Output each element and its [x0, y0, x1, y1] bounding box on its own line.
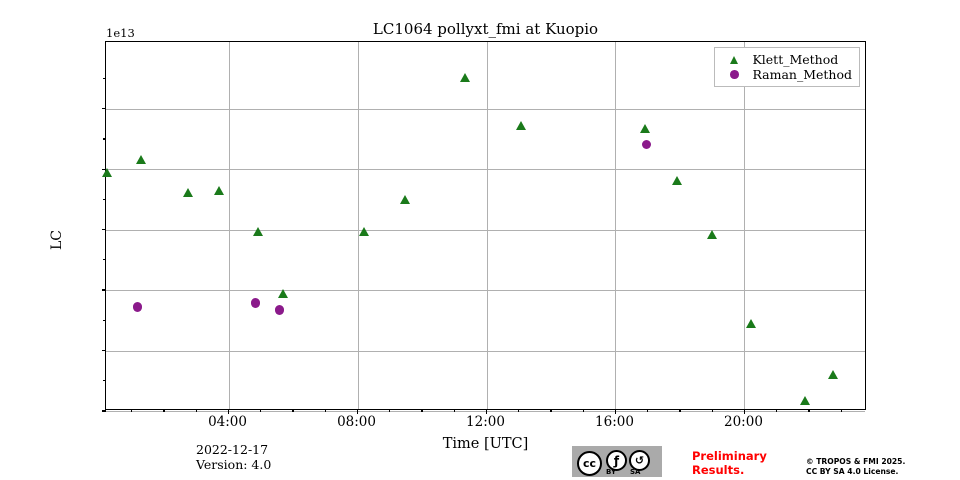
x-tick-minor: [292, 409, 294, 412]
data-point-klett: [516, 120, 527, 130]
x-tick-label: 08:00: [337, 414, 376, 430]
data-point-klett: [799, 395, 810, 405]
y-tick-major: [101, 108, 106, 110]
data-point-klett: [639, 124, 650, 134]
legend-label-raman: Raman_Method: [752, 67, 852, 82]
x-tick-label: 16:00: [595, 414, 634, 430]
gridline-horizontal: [106, 169, 865, 171]
data-point-klett: [136, 154, 147, 164]
x-tick-minor: [647, 409, 649, 412]
date-version-annotation: 2022-12-17 Version: 4.0: [196, 442, 271, 472]
data-point-raman: [274, 305, 285, 315]
x-tick-minor: [518, 409, 520, 412]
chart-title: LC1064 pollyxt_fmi at Kuopio: [372, 20, 599, 38]
x-tick-minor: [195, 409, 197, 412]
y-tick-major: [101, 228, 106, 231]
data-point-raman: [642, 139, 652, 150]
legend: Klett_Method Raman_Method: [714, 47, 860, 87]
data-point-raman: [132, 302, 142, 312]
y-axis-exponent-label: 1e13: [106, 26, 135, 40]
copyright-line-2: CC BY SA 4.0 License.: [806, 467, 899, 476]
x-tick-minor: [776, 409, 778, 412]
copyright-line-1: © TROPOS & FMI 2025.: [806, 457, 906, 466]
x-tick-minor: [808, 409, 810, 412]
x-tick-minor: [453, 409, 455, 412]
data-point-klett: [278, 288, 289, 298]
data-point-klett: [459, 72, 470, 82]
gridline-vertical: [486, 42, 488, 409]
data-point-raman: [250, 298, 260, 308]
legend-entry-raman: Raman_Method: [721, 67, 852, 82]
data-point-klett: [358, 227, 369, 237]
version-text: Version: 4.0: [196, 457, 272, 472]
y-tick-minor: [103, 259, 106, 261]
x-tick-label: 04:00: [208, 414, 247, 430]
preliminary-line-2: Results.: [692, 463, 745, 477]
x-tick-minor: [324, 409, 326, 412]
y-tick-major: [101, 410, 106, 412]
cc-by-label: BY: [606, 468, 617, 476]
y-tick-minor: [103, 319, 106, 321]
x-tick-major: [485, 409, 488, 414]
x-tick-label: 12:00: [466, 414, 505, 430]
data-point-klett: [213, 186, 224, 196]
preliminary-line-1: Preliminary: [692, 449, 767, 463]
legend-entry-klett: Klett_Method: [721, 52, 852, 67]
data-point-klett: [253, 227, 263, 237]
gridline-vertical: [228, 42, 230, 409]
cc-by-person-icon: ƒ: [606, 450, 627, 471]
x-tick-major: [614, 409, 617, 414]
gridline-horizontal: [106, 290, 865, 292]
x-tick-minor: [163, 409, 165, 412]
x-tick-minor: [260, 409, 262, 412]
copyright-notice: © TROPOS & FMI 2025. CC BY SA 4.0 Licens…: [806, 457, 905, 477]
plot-area: Klett_Method Raman_Method: [101, 41, 866, 414]
y-tick-minor: [103, 138, 106, 140]
y-tick-major: [101, 289, 106, 291]
y-tick-minor: [103, 198, 106, 201]
y-axis-label: LC: [49, 229, 65, 251]
cc-license-logo: cc ƒ ↺ BY SA: [572, 446, 662, 477]
measurement-date: 2022-12-17: [196, 442, 269, 457]
x-tick-minor: [131, 409, 133, 412]
klett-triangle-icon: [721, 55, 747, 64]
raman-circle-icon: [721, 70, 747, 79]
gridline-horizontal: [106, 411, 865, 412]
cc-sa-label: SA: [630, 468, 641, 476]
gridline-vertical: [744, 42, 746, 409]
data-point-klett: [827, 369, 838, 379]
x-tick-minor: [840, 409, 842, 412]
preliminary-results-notice: Preliminary Results.: [692, 449, 767, 477]
x-tick-minor: [550, 409, 552, 412]
x-tick-minor: [582, 409, 584, 412]
data-point-klett: [399, 195, 410, 205]
data-point-klett: [707, 229, 718, 239]
y-tick-major: [101, 349, 106, 352]
x-tick-major: [356, 409, 359, 414]
y-tick-minor: [103, 77, 106, 80]
data-point-klett: [102, 167, 113, 177]
y-tick-minor: [103, 380, 106, 382]
x-tick-minor: [421, 409, 423, 412]
x-tick-label: 20:00: [724, 414, 763, 430]
gridline-horizontal: [106, 350, 865, 352]
cc-circle-icon: cc: [577, 451, 602, 476]
data-point-klett: [745, 318, 756, 328]
x-tick-major: [227, 409, 230, 414]
cc-sa-share-alike-icon: ↺: [629, 450, 650, 471]
gridline-horizontal: [106, 229, 865, 231]
x-axis-label: Time [UTC]: [442, 436, 529, 452]
x-tick-minor: [679, 409, 681, 412]
gridline-horizontal: [106, 108, 865, 110]
data-point-klett: [672, 176, 683, 186]
gridline-vertical: [357, 42, 359, 409]
x-tick-major: [743, 409, 746, 414]
legend-label-klett: Klett_Method: [752, 52, 839, 67]
x-tick-minor: [711, 409, 713, 412]
gridline-vertical: [615, 42, 617, 409]
data-point-klett: [183, 188, 194, 198]
x-tick-minor: [389, 409, 391, 412]
